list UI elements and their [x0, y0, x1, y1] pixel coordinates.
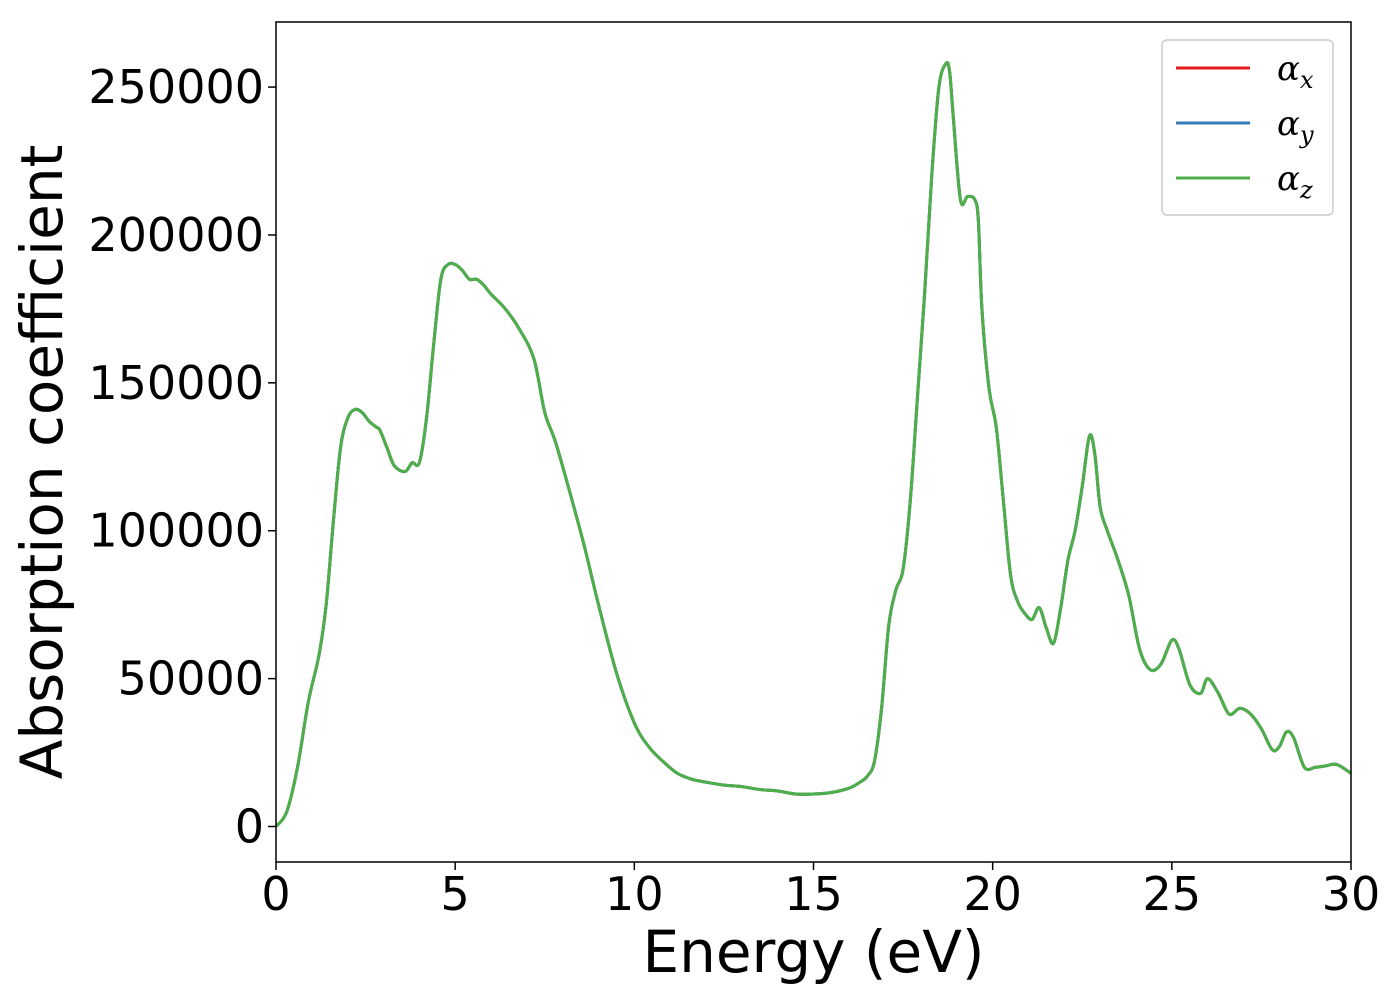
legend-subscript: x	[1300, 66, 1314, 94]
y-axis-label: Absorption coefficient	[8, 145, 76, 780]
y-tick-label: 250000	[88, 60, 264, 114]
legend-label: αy	[1277, 104, 1314, 149]
legend-label: αz	[1277, 159, 1313, 204]
legend-symbol: α	[1277, 159, 1300, 199]
legend-label: αx	[1277, 49, 1314, 94]
x-tick-label: 20	[963, 867, 1022, 921]
x-axis-label: Energy (eV)	[642, 918, 984, 986]
x-tick-label: 10	[605, 867, 664, 921]
x-tick-label: 30	[1322, 867, 1381, 921]
y-tick-label: 0	[235, 800, 264, 854]
x-tick-label: 25	[1143, 867, 1202, 921]
x-tick-label: 0	[261, 867, 290, 921]
x-axis-ticks: 0 5 10 15 20 25 30	[261, 862, 1380, 921]
series-line-αz	[274, 61, 1352, 828]
legend-symbol: α	[1277, 104, 1300, 144]
legend-symbol: α	[1277, 49, 1300, 89]
y-tick-label: 200000	[88, 208, 264, 262]
legend-box	[1161, 39, 1334, 216]
y-axis-ticks: 0 50000 100000 150000 200000 250000	[88, 60, 276, 854]
series-layer	[274, 61, 1352, 828]
y-tick-label: 150000	[88, 356, 264, 410]
x-tick-label: 5	[441, 867, 470, 921]
legend-subscript: y	[1299, 121, 1314, 149]
x-tick-label: 15	[784, 867, 843, 921]
legend-subscript: z	[1299, 176, 1313, 204]
y-tick-label: 100000	[88, 504, 264, 558]
y-tick-label: 50000	[118, 652, 264, 706]
